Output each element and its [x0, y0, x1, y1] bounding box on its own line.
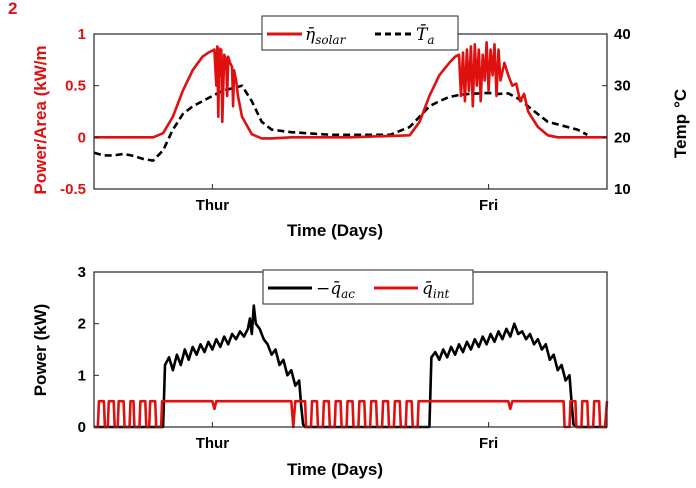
bottom-y-tick-label-3: 3: [78, 264, 86, 281]
bottom-y-tick-label-0: 0: [78, 419, 86, 436]
x-tick-label-1: Fri: [479, 197, 498, 214]
top-left-y-ticks: -0.5 0 0.5 1: [60, 26, 99, 198]
top-right-y-ticks: 10 20 30 40: [602, 26, 631, 198]
left-y-tick-label-0: -0.5: [60, 181, 86, 198]
right-y-tick-label-0: 10: [614, 181, 631, 198]
right-y-tick-label-3: 40: [614, 26, 631, 43]
bottom-legend: −q̄ac q̄int: [262, 269, 474, 305]
top-legend-temp-label: T̄a: [416, 23, 435, 47]
top-left-y-axis-label: Power/Area (kW/m: [31, 45, 50, 194]
bottom-chart: 0 1 2 3 Thur Fri Power (kW) Time (Days) −q̄a…: [31, 264, 609, 479]
bottom-legend-ac-label: −q̄ac: [316, 279, 355, 301]
bottom-y-axis-label: Power (kW): [31, 304, 50, 397]
top-legend-solar-label: η̄solar: [305, 25, 347, 47]
bottom-y-tick-label-1: 1: [78, 367, 86, 384]
x-tick-label-1: Fri: [479, 435, 498, 452]
bottom-y-ticks: 0 1 2 3: [78, 264, 99, 436]
left-y-tick-label-2: 0.5: [65, 78, 86, 95]
top-plot-area: [94, 34, 607, 189]
bottom-legend-int-label: q̄int: [422, 279, 449, 301]
top-legend: η̄solar T̄a: [261, 15, 459, 51]
right-y-tick-label-1: 20: [614, 129, 631, 146]
left-y-tick-label-3: 1: [78, 26, 86, 43]
top-chart: -0.5 0 0.5 1 10 20 30 40 Thur Fri Power/Area (k…: [8, 0, 690, 240]
x-tick-label-0: Thur: [196, 197, 229, 214]
right-y-tick-label-2: 30: [614, 78, 631, 95]
bottom-y-tick-label-2: 2: [78, 316, 86, 333]
bottom-x-ticks: Thur Fri: [196, 422, 498, 452]
bottom-x-axis-label: Time (Days): [287, 460, 383, 479]
series-line-solar: [94, 40, 607, 140]
left-y-tick-label-1: 0: [78, 129, 86, 146]
top-right-y-axis-label: Temp°C: [671, 89, 690, 158]
top-series-lines: [93, 40, 607, 162]
x-tick-label-0: Thur: [196, 435, 229, 452]
top-x-axis-label: Time (Days): [287, 221, 383, 240]
top-left-y-axis-label-superscript: 2: [8, 0, 17, 18]
top-x-ticks: Thur Fri: [196, 184, 498, 214]
